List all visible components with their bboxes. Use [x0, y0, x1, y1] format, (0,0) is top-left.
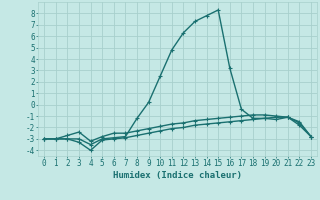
- X-axis label: Humidex (Indice chaleur): Humidex (Indice chaleur): [113, 171, 242, 180]
